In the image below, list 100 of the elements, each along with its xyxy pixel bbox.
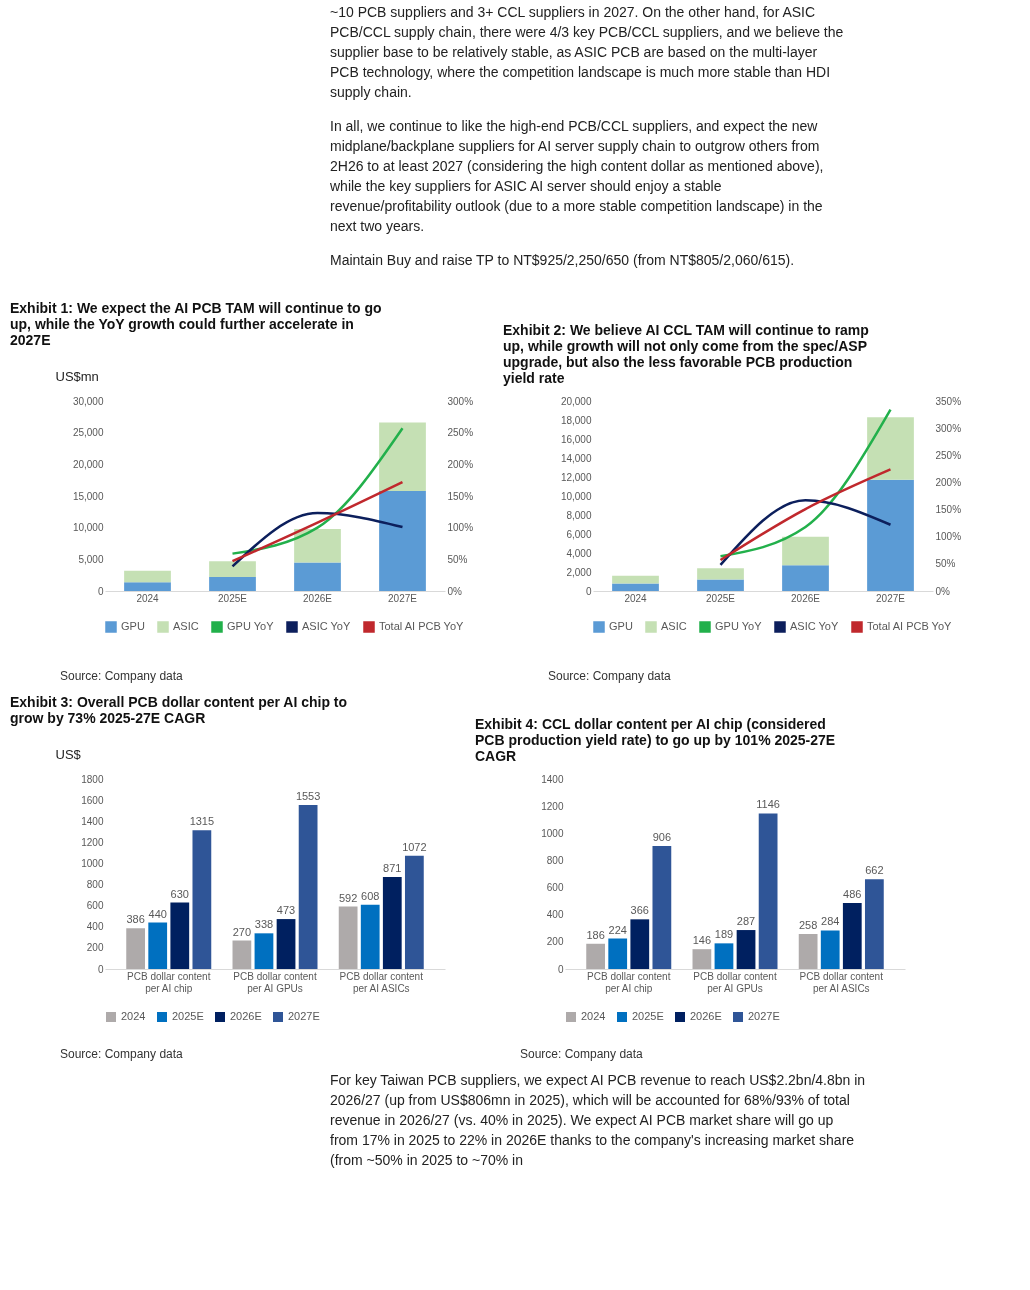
bar xyxy=(379,490,426,591)
data-label: 224 xyxy=(608,923,627,936)
y2-tick-label: 200% xyxy=(447,458,474,470)
data-label: 871 xyxy=(383,862,402,875)
y-tick-label: 1000 xyxy=(81,857,104,869)
y2-tick-label: 0% xyxy=(935,585,951,597)
bar xyxy=(209,561,256,578)
legend-label: 2025E xyxy=(632,1010,664,1022)
legend-label: 2024 xyxy=(581,1010,606,1022)
bar xyxy=(170,902,190,969)
text: ~10 PCB suppliers and 3+ CCL suppliers in 2027. On the other hand, for ASIC PCB/CCL supply chain, there were 4/3 key PCB/CCL suppliers, and we believe the supplier base to be relatively stable, as ASIC PCB are based on the multi-layer PCB technology, where the competition landscape is much more stable than HDI supply chain. xyxy=(330,4,844,100)
bar xyxy=(382,877,402,969)
x-tick-label: 2025E xyxy=(706,592,736,604)
bar xyxy=(697,579,744,591)
data-label: 1146 xyxy=(756,798,780,811)
y2-tick-label: 250% xyxy=(447,427,474,439)
bar xyxy=(124,570,171,583)
bar xyxy=(232,940,252,969)
x-tick-label: PCB dollar content per AI ASICs xyxy=(799,970,884,994)
y-tick-label: 30,000 xyxy=(72,395,104,407)
bar xyxy=(630,919,650,969)
y-tick-label: 1400 xyxy=(541,773,564,785)
bar xyxy=(736,930,756,969)
y-axis-title: US$mn xyxy=(55,368,99,384)
legend-label: ASIC YoY xyxy=(790,620,839,632)
bar xyxy=(148,922,168,969)
data-label: 1553 xyxy=(295,790,321,803)
y-tick-label: 20,000 xyxy=(560,395,592,407)
bar xyxy=(276,919,296,969)
data-label: 270 xyxy=(232,925,252,938)
bar xyxy=(294,562,341,591)
bar xyxy=(124,582,171,591)
y-tick-label: 1200 xyxy=(81,836,104,848)
x-tick-label: 2025E xyxy=(218,592,248,604)
legend-label: GPU xyxy=(121,620,145,632)
legend-label: 2025E xyxy=(172,1010,204,1022)
y-tick-label: 5,000 xyxy=(78,553,104,565)
y-tick-label: 0 xyxy=(97,963,104,975)
y-tick-label: 1000 xyxy=(541,827,564,839)
y2-tick-label: 50% xyxy=(447,553,468,565)
bar xyxy=(586,943,606,969)
bar xyxy=(294,528,341,563)
bar xyxy=(192,830,212,969)
bar xyxy=(782,565,829,591)
y-tick-label: 18,000 xyxy=(560,414,592,426)
y-tick-label: 6,000 xyxy=(566,528,592,540)
y-tick-label: 1600 xyxy=(81,794,104,806)
legend-label: ASIC YoY xyxy=(302,620,351,632)
y2-tick-label: 200% xyxy=(935,476,962,488)
bar xyxy=(867,417,914,480)
legend-label: Total AI PCB YoY xyxy=(867,620,953,632)
bar xyxy=(864,879,884,969)
y-tick-label: 12,000 xyxy=(560,471,592,483)
bar xyxy=(254,933,274,969)
y-tick-label: 600 xyxy=(546,882,564,894)
source-note: Source: Company data xyxy=(520,1047,644,1061)
x-tick-label: PCB dollar content per AI chip xyxy=(127,970,211,994)
x-tick-label: 2027E xyxy=(388,592,418,604)
y-tick-label: 0 xyxy=(557,963,564,975)
y-tick-label: 15,000 xyxy=(72,490,104,502)
bar xyxy=(697,568,744,580)
y-tick-label: 10,000 xyxy=(560,490,592,502)
y-tick-label: 16,000 xyxy=(560,433,592,445)
bar xyxy=(782,536,829,566)
source-note: Source: Company data xyxy=(548,669,672,683)
x-tick-label: PCB dollar content per AI ASICs xyxy=(339,970,424,994)
y-tick-label: 20,000 xyxy=(72,458,104,470)
data-label: 189 xyxy=(714,928,734,941)
bar xyxy=(798,933,818,969)
y2-tick-label: 100% xyxy=(447,522,474,534)
x-tick-label: 2027E xyxy=(876,592,906,604)
bar xyxy=(126,928,146,969)
y2-tick-label: 100% xyxy=(935,531,962,543)
y-tick-label: 400 xyxy=(546,909,564,921)
bar xyxy=(692,949,712,969)
y-tick-label: 1200 xyxy=(541,800,564,812)
x-tick-label: 2024 xyxy=(136,592,160,604)
text: Maintain Buy and raise TP to NT$925/2,250/650 (from NT$805/2,060/615). xyxy=(330,252,795,268)
bar xyxy=(714,943,734,969)
legend-label: Total AI PCB YoY xyxy=(379,620,465,632)
text: In all, we continue to like the high-end PCB/CCL suppliers, and expect the new midplane/backplane suppliers for AI server supply chain to outgrow others from 2H26 to at least 2027 (considering the high content dollar as mentioned above), while the key suppliers for ASIC AI server should enjoy a stable revenue/profitability outlook (due to a more stable competition landscape) in the next two years. xyxy=(329,118,824,234)
chart-title: Exhibit 1: We expect the AI PCB TAM will continue to go up, while the YoY growth could further accelerate in 2027E xyxy=(10,300,382,348)
source-note: Source: Company data xyxy=(60,669,184,683)
bar xyxy=(209,577,256,591)
data-label: 366 xyxy=(630,904,649,917)
data-label: 186 xyxy=(586,928,605,941)
y2-tick-label: 0% xyxy=(447,585,463,597)
bar xyxy=(652,846,672,969)
y-tick-label: 200 xyxy=(546,936,564,948)
y-tick-label: 1400 xyxy=(81,815,104,827)
legend-label: 2027E xyxy=(748,1010,780,1022)
legend-label: GPU xyxy=(609,620,633,632)
bar xyxy=(404,855,424,969)
chart-title: Exhibit 4: CCL dollar content per AI chip (considered PCB production yield rate) to go up by 101% 2025-27E CAGR xyxy=(475,716,836,764)
y-axis-title: US$ xyxy=(55,746,82,762)
bar xyxy=(298,805,318,969)
y2-tick-label: 150% xyxy=(447,490,474,502)
data-label: 1072 xyxy=(402,840,427,853)
chart-title: Exhibit 2: We believe AI CCL TAM will continue to ramp up, while growth will not only come from the spec/ASP upgrade, but also the less favorable PCB production yield rate xyxy=(503,322,869,386)
y2-tick-label: 300% xyxy=(935,422,962,434)
